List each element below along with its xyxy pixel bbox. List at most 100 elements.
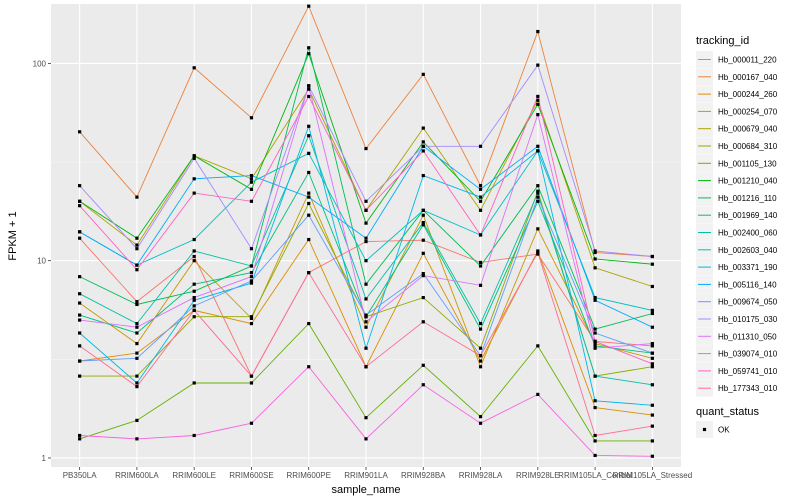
data-point	[421, 149, 425, 153]
data-point	[593, 339, 597, 343]
data-point	[307, 170, 311, 175]
legend-label: Hb_001105_130	[718, 159, 777, 168]
data-point	[536, 102, 540, 106]
data-point	[135, 321, 139, 326]
data-point	[421, 213, 425, 217]
data-point	[593, 399, 597, 403]
data-point	[249, 421, 254, 425]
data-point	[364, 208, 368, 212]
data-point	[78, 359, 82, 363]
data-point	[421, 220, 425, 225]
legend-item: Hb_001216_110	[696, 189, 777, 207]
data-point	[364, 259, 368, 263]
data-point	[478, 195, 483, 199]
data-point	[192, 381, 196, 385]
y-tick-label: 100	[33, 59, 47, 68]
data-point	[307, 213, 311, 217]
data-point	[650, 365, 654, 369]
data-point	[135, 300, 139, 304]
data-point	[307, 52, 311, 56]
data-point	[192, 315, 196, 319]
data-point	[593, 346, 597, 350]
y-tick-label: 1	[42, 454, 47, 463]
data-point	[478, 199, 483, 203]
data-point	[307, 124, 311, 128]
legend-item: Hb_002603_040	[696, 241, 778, 259]
legend-item: Hb_000254_070	[696, 102, 778, 120]
data-point	[478, 327, 483, 331]
data-point	[650, 403, 654, 407]
data-point	[478, 346, 483, 350]
data-point	[192, 433, 196, 438]
data-point	[650, 325, 654, 329]
data-point	[135, 385, 139, 389]
legend-label: Hb_000679_040	[718, 125, 778, 134]
data-point	[192, 295, 196, 300]
data-point	[78, 204, 82, 208]
data-point	[249, 271, 254, 275]
data-point	[650, 308, 654, 312]
x-axis: PB350LA RRIM600LA RRIM600LE RRIM600SE RRIM60…	[63, 467, 692, 480]
legend-item: Hb_002400_060	[696, 224, 778, 241]
data-point	[364, 365, 368, 369]
data-point	[593, 298, 597, 302]
data-point	[249, 187, 254, 191]
data-point	[650, 284, 654, 289]
legend-item: Hb_011310_050	[696, 327, 777, 345]
data-point	[78, 433, 82, 438]
data-point	[593, 433, 597, 438]
legend-item: Hb_000679_040	[696, 120, 778, 138]
data-point	[192, 237, 196, 242]
data-point	[307, 84, 311, 88]
x-tick-label: RRIM928BA	[401, 471, 446, 480]
data-point	[650, 356, 654, 360]
data-point	[249, 315, 254, 319]
legend-label: Hb_001969_140	[718, 211, 778, 220]
data-point	[421, 144, 425, 148]
data-point	[536, 94, 540, 99]
grid	[51, 4, 681, 467]
data-point	[192, 289, 196, 293]
x-tick-label: RRIM600LA	[115, 471, 159, 480]
data-point	[364, 239, 368, 244]
data-point	[421, 383, 425, 387]
legend-label: Hb_000167_040	[718, 73, 778, 82]
data-point	[536, 149, 540, 153]
data-point	[249, 264, 254, 268]
data-point	[421, 140, 425, 144]
shape-legend: OK	[696, 421, 730, 438]
data-point	[421, 274, 425, 278]
data-point	[421, 126, 425, 130]
data-point	[307, 4, 311, 8]
legend-item: Hb_000167_040	[696, 68, 778, 86]
data-point	[307, 237, 311, 242]
legend-label: Hb_000244_260	[718, 90, 778, 99]
data-point	[78, 331, 82, 335]
legend-label: Hb_005116_140	[718, 280, 777, 289]
data-point	[478, 264, 483, 268]
legend-items: Hb_000011_220 Hb_000167_040 Hb_000244_260 H…	[696, 51, 778, 397]
data-point	[135, 243, 139, 247]
data-point	[307, 94, 311, 99]
data-point	[421, 208, 425, 212]
x-tick-label: RRIM928LE	[516, 471, 560, 480]
data-point	[364, 221, 368, 225]
legend-label: Hb_010175_030	[718, 315, 778, 324]
data-point	[135, 331, 139, 335]
data-point	[478, 187, 483, 191]
legend-label: Hb_059741_010	[718, 367, 778, 376]
data-point	[650, 344, 654, 348]
data-point	[536, 29, 540, 34]
data-point	[307, 87, 311, 91]
data-point	[307, 321, 311, 326]
y-axis-title: FPKM + 1	[7, 211, 19, 260]
data-point	[249, 279, 254, 283]
data-point	[364, 416, 368, 420]
y-axis: 1 10 100	[33, 59, 51, 463]
data-point	[135, 351, 139, 355]
shape-legend-marker	[702, 427, 707, 432]
data-point	[249, 247, 254, 251]
data-point	[364, 346, 368, 350]
data-point	[536, 227, 540, 231]
